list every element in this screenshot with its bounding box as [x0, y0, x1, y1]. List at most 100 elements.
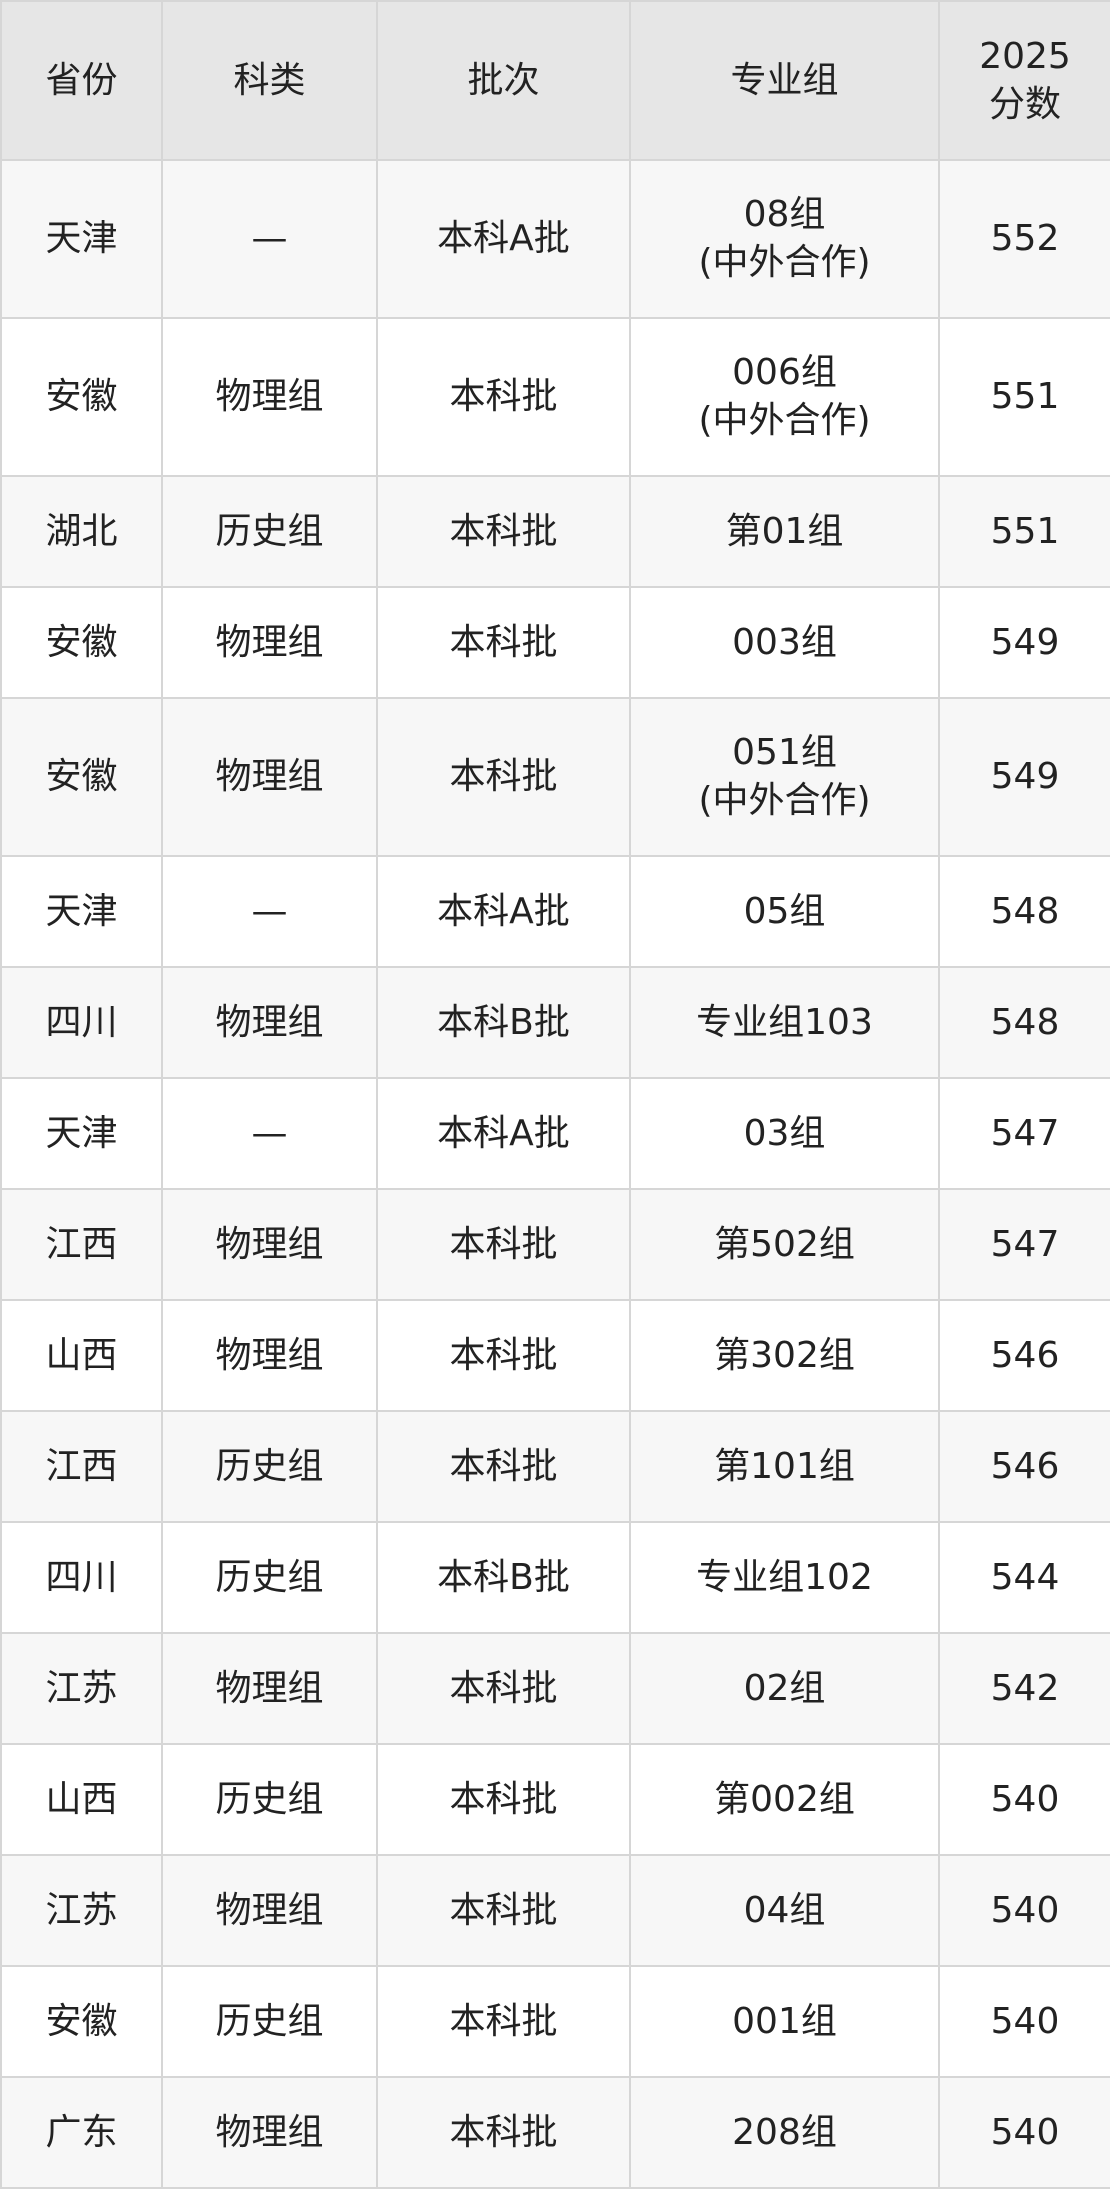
cell-province: 安徽: [0, 1965, 163, 2078]
cell-category: 物理组: [161, 1299, 378, 1412]
cell-province: 四川: [0, 966, 163, 1079]
table-row: 江西 历史组 本科批 第101组 546: [0, 1410, 1110, 1523]
table-row: 天津 — 本科A批 03组 547: [0, 1077, 1110, 1190]
group-text: 006组: [732, 352, 837, 393]
cell-group: 第002组: [629, 1743, 940, 1856]
cell-province: 山西: [0, 1299, 163, 1412]
cell-category: 物理组: [161, 1188, 378, 1301]
cell-province: 四川: [0, 1521, 163, 1634]
cell-category: 物理组: [161, 317, 378, 477]
cell-group: 208组: [629, 2076, 940, 2189]
cell-province: 天津: [0, 1077, 163, 1190]
cell-group: 006组 (中外合作): [629, 317, 940, 477]
cell-group: 02组: [629, 1632, 940, 1745]
group-text: 05组: [743, 890, 826, 932]
cell-batch: 本科批: [376, 1854, 631, 1967]
cell-score: 546: [938, 1410, 1110, 1523]
cell-category: 历史组: [161, 1410, 378, 1523]
cell-province: 安徽: [0, 586, 163, 699]
header-text: 分数: [988, 83, 1061, 125]
cell-group: 05组: [629, 855, 940, 968]
header-province: 省份: [0, 0, 163, 161]
cell-group: 第302组: [629, 1299, 940, 1412]
cell-province: 江西: [0, 1410, 163, 1523]
cell-province: 江苏: [0, 1854, 163, 1967]
cell-score: 540: [938, 1854, 1110, 1967]
cell-batch: 本科批: [376, 1965, 631, 2078]
header-text: 2025: [979, 35, 1071, 77]
header-text: 省份: [45, 59, 118, 101]
table-row: 天津 — 本科A批 08组 (中外合作) 552: [0, 159, 1110, 319]
group-text: 08组: [743, 194, 826, 235]
header-score: 2025 分数: [938, 0, 1110, 161]
cell-batch: 本科A批: [376, 855, 631, 968]
cell-category: —: [161, 855, 378, 968]
group-text: 02组: [743, 1667, 826, 1709]
table-row: 江苏 物理组 本科批 02组 542: [0, 1632, 1110, 1745]
cell-batch: 本科批: [376, 1632, 631, 1745]
cell-batch: 本科批: [376, 586, 631, 699]
cell-province: 江苏: [0, 1632, 163, 1745]
table-row: 四川 物理组 本科B批 专业组103 548: [0, 966, 1110, 1079]
group-text: (中外合作): [698, 242, 871, 283]
cell-category: 物理组: [161, 966, 378, 1079]
cell-province: 安徽: [0, 697, 163, 857]
cell-score: 542: [938, 1632, 1110, 1745]
table-row: 安徽 物理组 本科批 003组 549: [0, 586, 1110, 699]
cell-score: 549: [938, 697, 1110, 857]
header-text: 专业组: [730, 59, 839, 101]
cell-score: 551: [938, 317, 1110, 477]
group-text: 第302组: [714, 1334, 855, 1376]
cell-score: 549: [938, 586, 1110, 699]
cell-score: 548: [938, 855, 1110, 968]
cell-group: 04组: [629, 1854, 940, 1967]
cell-score: 540: [938, 1965, 1110, 2078]
table-row: 广东 物理组 本科批 208组 540: [0, 2076, 1110, 2189]
group-text: 第01组: [725, 510, 844, 552]
group-text: 003组: [732, 621, 837, 663]
group-text: 001组: [732, 2000, 837, 2042]
table-row: 山西 物理组 本科批 第302组 546: [0, 1299, 1110, 1412]
table-row: 安徽 物理组 本科批 006组 (中外合作) 551: [0, 317, 1110, 477]
cell-category: —: [161, 159, 378, 319]
cell-batch: 本科批: [376, 1410, 631, 1523]
group-text: 208组: [732, 2111, 837, 2153]
cell-batch: 本科B批: [376, 966, 631, 1079]
cell-category: 历史组: [161, 1521, 378, 1634]
cell-category: 历史组: [161, 475, 378, 588]
table-row: 安徽 历史组 本科批 001组 540: [0, 1965, 1110, 2078]
cell-score: 548: [938, 966, 1110, 1079]
cell-batch: 本科批: [376, 1188, 631, 1301]
cell-batch: 本科批: [376, 697, 631, 857]
table-row: 江苏 物理组 本科批 04组 540: [0, 1854, 1110, 1967]
cell-batch: 本科批: [376, 1299, 631, 1412]
cell-group: 第502组: [629, 1188, 940, 1301]
table-row: 天津 — 本科A批 05组 548: [0, 855, 1110, 968]
header-batch: 批次: [376, 0, 631, 161]
cell-group: 051组 (中外合作): [629, 697, 940, 857]
table-row: 山西 历史组 本科批 第002组 540: [0, 1743, 1110, 1856]
cell-batch: 本科批: [376, 475, 631, 588]
table-row: 四川 历史组 本科B批 专业组102 544: [0, 1521, 1110, 1634]
cell-category: 历史组: [161, 1743, 378, 1856]
cell-category: 物理组: [161, 1632, 378, 1745]
cell-province: 安徽: [0, 317, 163, 477]
cell-category: 物理组: [161, 2076, 378, 2189]
cell-batch: 本科A批: [376, 159, 631, 319]
header-group: 专业组: [629, 0, 940, 161]
header-text: 批次: [467, 59, 540, 101]
cell-score: 547: [938, 1077, 1110, 1190]
header-row: 省份 科类 批次 专业组 2025 分数: [0, 0, 1110, 161]
group-text: 03组: [743, 1112, 826, 1154]
cell-score: 540: [938, 2076, 1110, 2189]
table-row: 江西 物理组 本科批 第502组 547: [0, 1188, 1110, 1301]
cell-group: 第01组: [629, 475, 940, 588]
cell-score: 546: [938, 1299, 1110, 1412]
group-text: 第502组: [714, 1223, 855, 1265]
cell-batch: 本科B批: [376, 1521, 631, 1634]
cell-group: 第101组: [629, 1410, 940, 1523]
cell-category: 物理组: [161, 697, 378, 857]
cell-group: 08组 (中外合作): [629, 159, 940, 319]
cell-group: 03组: [629, 1077, 940, 1190]
